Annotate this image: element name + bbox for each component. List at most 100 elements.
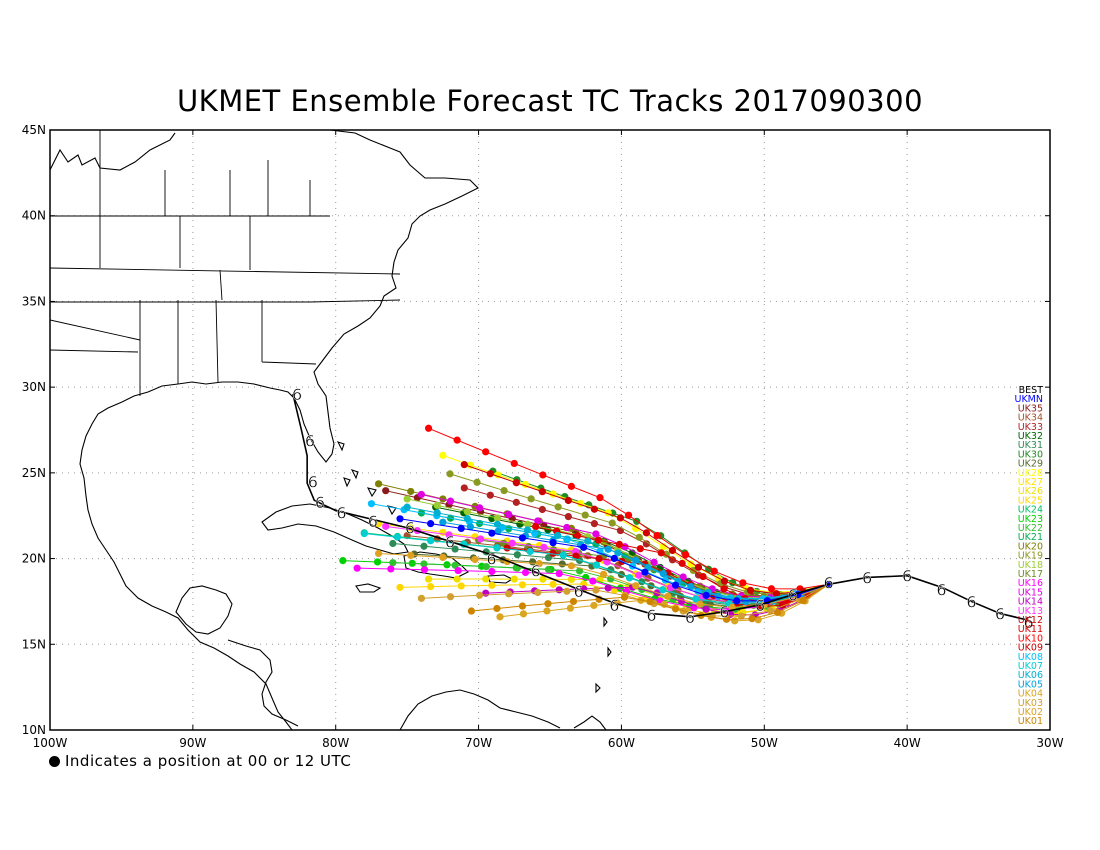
track-position-dot [678, 559, 686, 567]
track-position-dot [584, 537, 592, 545]
track-position-dot [454, 566, 462, 575]
track-position-dot [373, 558, 382, 566]
hurricane-symbol-icon: 6 [755, 596, 765, 615]
jamaica [355, 583, 382, 593]
hurricane-symbol-icon: 6 [336, 503, 346, 522]
track-position-dot [620, 593, 629, 601]
legend-entry-ukmn: UKMN [1015, 394, 1044, 405]
track-position-dot [564, 496, 572, 505]
track-position-dot [433, 501, 441, 509]
lon-tick-label: 70W [465, 736, 492, 750]
legend-entry-uk04: UK04 [1018, 689, 1043, 700]
legend-entry-uk18: UK18 [1018, 560, 1043, 571]
track-position-dot [512, 498, 520, 506]
track-position-dot [471, 555, 479, 564]
track-position-dot [374, 549, 383, 558]
track-position-dot [496, 613, 504, 621]
track-position-dot [460, 484, 468, 492]
track-position-dot [748, 615, 756, 623]
hurricane-symbol-icon: 6 [609, 596, 619, 615]
track-position-dot [463, 508, 471, 516]
legend-entry-uk32: UK32 [1018, 431, 1043, 442]
track-position-dot [518, 602, 527, 610]
lon-tick-label: 80W [322, 736, 349, 750]
track-position-dot [539, 471, 547, 479]
track-position-dot [508, 539, 516, 547]
track-position-dot [518, 534, 527, 542]
hurricane-symbol-icon: 6 [315, 493, 325, 512]
track-position-dot [706, 600, 714, 608]
track-position-dot [353, 564, 361, 572]
yucatan-coastline [175, 585, 233, 635]
track-position-dot [573, 532, 582, 540]
legend-entry-uk10: UK10 [1018, 633, 1043, 644]
track-position-dot [424, 424, 433, 432]
track-position-dot [581, 511, 589, 519]
track-position-dot [396, 583, 404, 591]
track-position-dot [564, 512, 572, 521]
track-position-dot [610, 554, 618, 563]
track-position-dot [659, 586, 667, 594]
track-position-dot [486, 470, 494, 478]
track-position-dot [389, 539, 397, 548]
footnote: Indicates a position at 00 or 12 UTC [49, 752, 351, 770]
legend-entry-uk35: UK35 [1018, 403, 1043, 414]
hispaniola [403, 551, 469, 579]
track-position-dot [493, 514, 502, 522]
track-position-dot [616, 514, 625, 522]
ensemble-tracks [339, 424, 833, 625]
track-position-dot [555, 569, 563, 578]
lat-lon-grid [50, 130, 1050, 730]
track-position-dot [439, 451, 447, 459]
hurricane-symbol-icon: 6 [823, 574, 833, 593]
lon-tick-label: 100W [33, 736, 68, 750]
track-position-dot [687, 560, 695, 568]
puerto-rico [487, 574, 514, 584]
track-position-dot [664, 592, 672, 600]
track-position-dot [446, 497, 455, 505]
track-position-dot [590, 601, 598, 610]
track-position-dot [451, 545, 459, 553]
legend-entry-uk30: UK30 [1018, 449, 1043, 460]
track-position-dot [549, 549, 557, 557]
legend-entry-uk17: UK17 [1018, 569, 1043, 580]
legend-entry-uk19: UK19 [1018, 551, 1043, 562]
track-position-dot [439, 553, 447, 562]
hurricane-symbol-icon: 6 [308, 472, 318, 491]
track-position-dot [590, 505, 598, 513]
hurricane-symbol-icon: 6 [486, 550, 496, 569]
legend-entry-uk05: UK05 [1018, 679, 1043, 690]
track-position-dot [799, 596, 807, 605]
track-position-dot [589, 577, 597, 585]
us-state-lines [50, 130, 401, 396]
track-position-dot [650, 558, 658, 566]
track-position-dot [563, 587, 571, 595]
track-position-dot [592, 561, 601, 569]
legend-entry-uk12: UK12 [1018, 615, 1043, 626]
track-position-dot [403, 495, 411, 503]
track-position-dot [772, 590, 781, 598]
track-position-dot [682, 551, 690, 559]
hurricane-symbol-icon: 6 [573, 582, 583, 601]
lon-tick-label: 40W [894, 736, 921, 750]
track-position-dot [773, 608, 782, 617]
track-position-dot [460, 461, 468, 469]
legend-entry-uk22: UK22 [1018, 523, 1043, 534]
track-position-dot [635, 533, 643, 541]
hurricane-symbol-icon: 6 [966, 592, 976, 611]
track-position-dot [742, 597, 750, 606]
legend-entry-uk09: UK09 [1018, 643, 1043, 654]
track-position-dot [382, 522, 390, 530]
track-position-dot [482, 589, 490, 597]
track-position-dot [535, 560, 543, 568]
track-position-dot [569, 597, 578, 606]
track-position-dot [539, 575, 547, 583]
track-position-dot [389, 559, 397, 567]
track-position-dot [580, 543, 588, 551]
track-position-dot [746, 586, 755, 594]
map-background [50, 130, 1050, 730]
lat-tick-label: 10N [22, 723, 46, 737]
hurricane-symbol-icon: 6 [305, 431, 315, 450]
hurricane-symbol-icon: 6 [936, 580, 946, 599]
